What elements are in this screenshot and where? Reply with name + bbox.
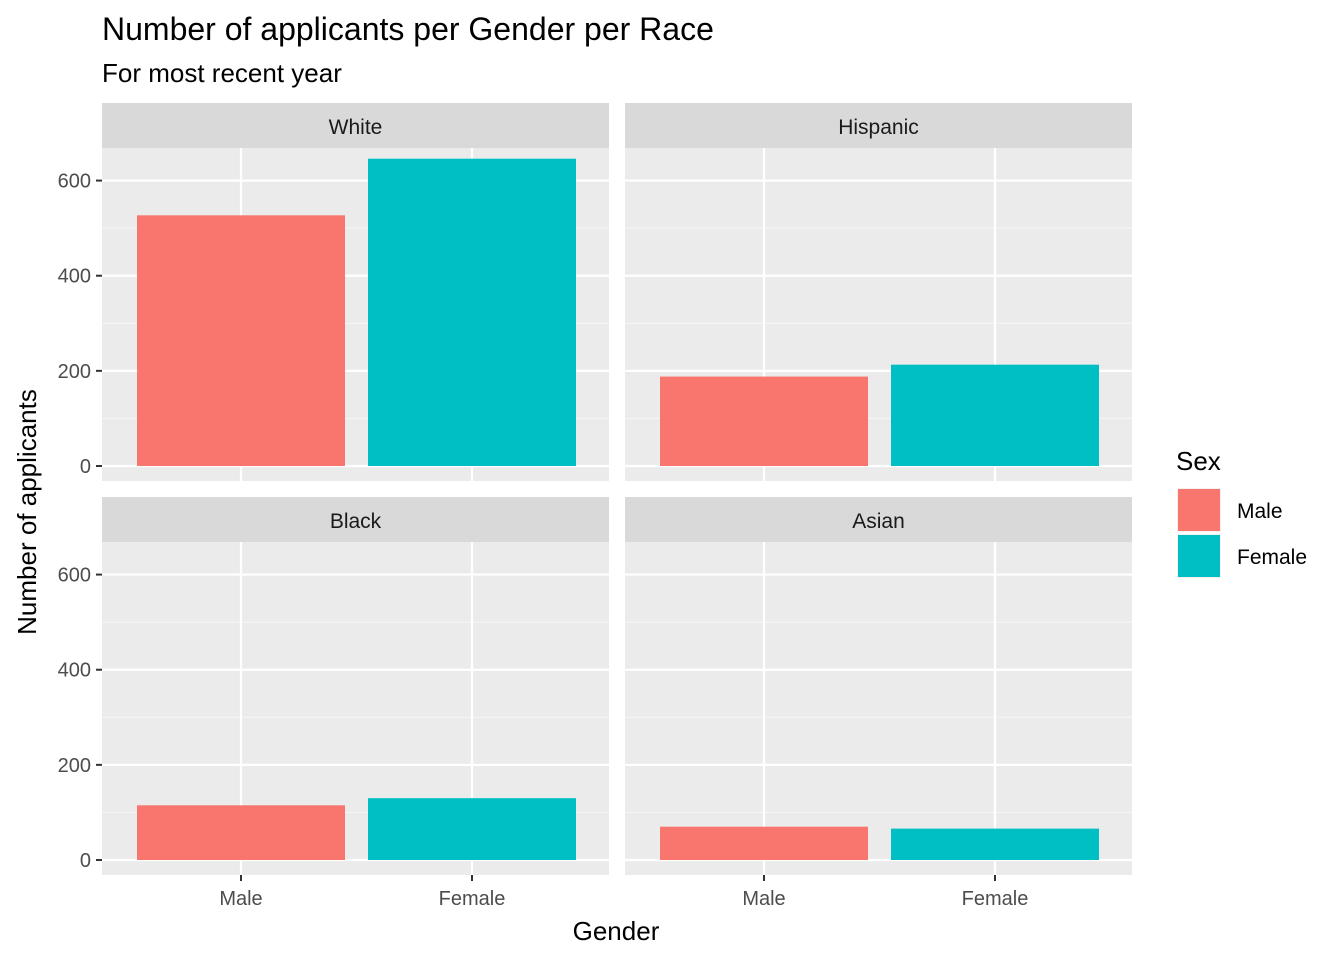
legend-label: Female — [1237, 546, 1307, 569]
facet-panel-black: Black 0 200 400 600 Male Female — [58, 497, 609, 910]
facet-strip — [102, 103, 609, 148]
facet-strip — [625, 103, 1132, 148]
y-tick-label: 0 — [80, 456, 91, 478]
x-tick-label: Female — [962, 888, 1029, 910]
x-tick-label: Female — [439, 888, 506, 910]
x-tick-label: Male — [742, 888, 785, 910]
x-tick-label: Male — [219, 888, 262, 910]
bar-asian-female — [891, 828, 1099, 860]
facet-panel-asian: Asian Male Female — [625, 497, 1132, 910]
legend-title: Sex — [1176, 446, 1221, 476]
facet-strip-label: Hispanic — [838, 116, 919, 139]
y-tick-label: 400 — [58, 266, 91, 288]
legend-key-female — [1178, 535, 1220, 577]
y-tick-label: 0 — [80, 850, 91, 872]
y-tick-label: 200 — [58, 361, 91, 383]
facet-strip-label: White — [329, 116, 383, 139]
y-tick-label: 600 — [58, 565, 91, 587]
y-tick-label: 600 — [58, 171, 91, 193]
bar-hispanic-male — [660, 376, 868, 466]
bar-white-female — [368, 158, 576, 466]
bar-hispanic-female — [891, 364, 1099, 466]
legend: Sex Male Female — [1176, 446, 1307, 578]
chart-title: Number of applicants per Gender per Race — [102, 11, 714, 47]
facet-strip-label: Black — [330, 510, 382, 533]
legend-label: Male — [1237, 500, 1283, 523]
y-tick-label: 400 — [58, 660, 91, 682]
chart-subtitle: For most recent year — [102, 58, 342, 88]
facet-strip-label: Asian — [852, 510, 905, 533]
y-tick-label: 200 — [58, 755, 91, 777]
facet-strip — [102, 497, 609, 542]
legend-key-male — [1178, 489, 1220, 531]
panel-background — [625, 542, 1132, 875]
facet-panels: White 0 200 400 600 Hispanic Black 0 200 400 600 Ma… — [58, 103, 1132, 910]
bar-asian-male — [660, 826, 868, 860]
y-axis-title: Number of applicants — [12, 389, 42, 635]
facet-panel-hispanic: Hispanic — [625, 103, 1132, 481]
facet-strip — [625, 497, 1132, 542]
bar-black-male — [137, 805, 345, 860]
bar-black-female — [368, 798, 576, 860]
bar-white-male — [137, 215, 345, 466]
facet-panel-white: White 0 200 400 600 — [58, 103, 609, 481]
x-axis-title: Gender — [573, 916, 660, 946]
